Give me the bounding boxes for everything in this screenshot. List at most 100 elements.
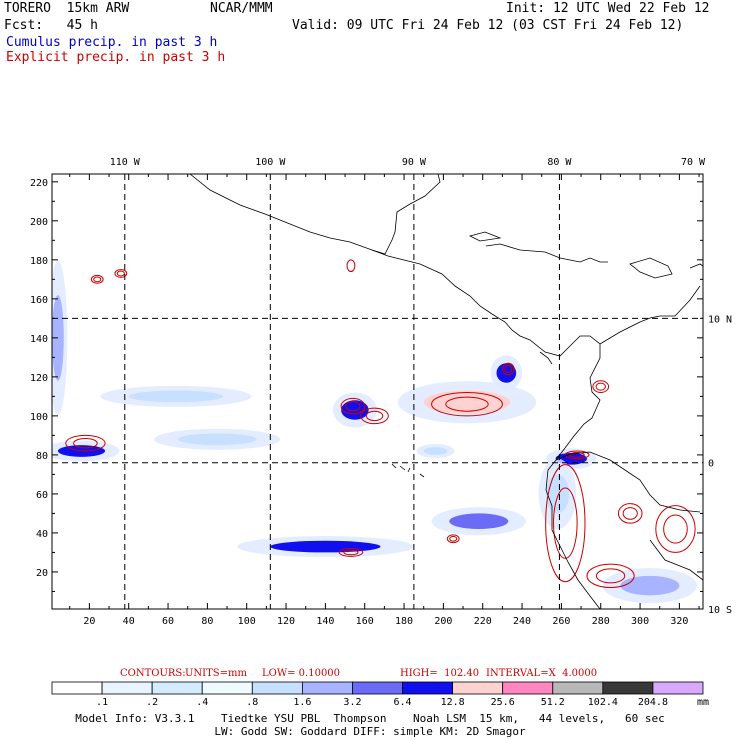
explicit-contour-9 (564, 450, 590, 460)
explicit-contour-0 (65, 434, 106, 452)
cumulus-area-6 (449, 513, 509, 530)
y-tick-label-80: 80 (36, 451, 48, 462)
cumulus-area-10 (423, 447, 448, 455)
cumulus-area-1 (177, 433, 257, 446)
legend-label-5: 3.2 (343, 697, 361, 708)
explicit-contour-3 (346, 259, 356, 273)
lat-label-2: 10 S (708, 605, 732, 616)
contours-low: LOW= 0.10000 (262, 668, 341, 679)
legend-label-2: .4 (196, 697, 208, 708)
x-tick-label-60: 60 (162, 616, 174, 627)
lon-label-2: 90 W (402, 157, 427, 168)
explicit-contour-7 (501, 362, 515, 376)
model-title: TORERO 15km ARW (4, 1, 130, 16)
color-legend-labels: .1 .2 .4 .8 1.6 3.2 6.4 12.8 25.6 51.2 102.4 204.8 (96, 697, 668, 708)
lon-label-3: 80 W (547, 157, 572, 168)
init-time: Init: 12 UTC Wed 22 Feb 12 (506, 1, 710, 16)
explicit-precip-layer (65, 259, 696, 589)
x-tick-label-260: 260 (552, 616, 570, 627)
explicit-contour-inner-6 (445, 396, 489, 412)
explicit-contour-14 (617, 503, 643, 524)
explicit-contour-inner-14 (622, 507, 638, 520)
legend-label-10: 102.4 (588, 697, 618, 708)
color-legend (51, 681, 704, 695)
x-tick-label-140: 140 (316, 616, 334, 627)
forecast-hour: Fcst: 45 h (4, 18, 98, 33)
legend-box-12 (652, 681, 704, 695)
x-tick-label-160: 160 (356, 616, 374, 627)
y-tick-label-200: 200 (30, 217, 48, 228)
explicit-contour-inner-8 (595, 382, 606, 391)
cumulus-field-label: Cumulus precip. in past 3 h (6, 35, 218, 50)
cumulus-area-3 (423, 390, 511, 414)
longitude-labels: 110 W 100 W 90 W 80 W 70 W (110, 157, 706, 168)
explicit-contour-inner-10 (343, 549, 359, 556)
cumulus-area-5 (270, 540, 381, 553)
explicit-contour-4 (340, 397, 366, 415)
valid-time: Valid: 09 UTC Fri 24 Feb 12 (03 CST Fri … (292, 18, 684, 33)
coastlines (189, 174, 703, 609)
lon-label-1: 100 W (255, 157, 286, 168)
x-tick-label-220: 220 (474, 616, 492, 627)
explicit-contour-1 (90, 274, 104, 284)
x-tick-label-20: 20 (83, 616, 95, 627)
x-tick-label-100: 100 (238, 616, 256, 627)
explicit-contour-inner-7 (504, 365, 513, 374)
x-tick-label-200: 200 (434, 616, 452, 627)
cumulus-area-12 (545, 474, 570, 514)
cumulus-area-2 (341, 400, 369, 420)
y-tick-label-60: 60 (36, 490, 48, 501)
lat-label-0: 10 N (708, 314, 732, 325)
contour-info: CONTOURS: UNITS=mm LOW= 0.10000 HIGH= 10… (0, 668, 740, 734)
x-tick-label-80: 80 (201, 616, 213, 627)
org-label: NCAR/MMM (210, 1, 273, 16)
contours-units: UNITS=mm (185, 668, 247, 679)
explicit-contour-inner-4 (345, 400, 361, 412)
cumulus-area-9 (128, 390, 224, 403)
lon-label-4: 70 W (681, 157, 706, 168)
legend-label-6: 6.4 (394, 697, 412, 708)
lat-label-1: 0 (708, 459, 714, 470)
y-tick-label-100: 100 (30, 412, 48, 423)
x-tick-label-120: 120 (277, 616, 295, 627)
explicit-contour-6 (431, 391, 503, 417)
x-axis-ticks: 20 40 60 80 100 120 140 160 180 200 220 240 260 280 30… (69, 174, 700, 627)
y-tick-label-120: 120 (30, 373, 48, 384)
x-tick-label-180: 180 (395, 616, 413, 627)
explicit-contour-12 (545, 464, 586, 583)
explicit-contour-13 (655, 505, 696, 553)
explicit-field-label: Explicit precip. in past 3 h (6, 50, 226, 65)
y-tick-label-40: 40 (36, 529, 48, 540)
explicit-contour-10 (338, 548, 364, 557)
y-tick-label-140: 140 (30, 334, 48, 345)
legend-label-4: 1.6 (293, 697, 311, 708)
explicit-contour-inner-1 (93, 276, 102, 283)
explicit-contour-inner-9 (569, 452, 585, 458)
legend-unit: mm (697, 697, 709, 708)
explicit-contour-5 (360, 407, 389, 425)
model-info-line2: LW: Godd SW: Goddard DIFF: simple KM: 2D… (214, 725, 526, 738)
legend-label-1: .2 (146, 697, 158, 708)
model-info-line1: Model Info: V3.3.1 Tiedtke YSU PBL Thomp… (75, 712, 665, 725)
explicit-contour-inner-5 (365, 410, 384, 422)
explicit-contour-2 (114, 269, 128, 278)
cumulus-area-7 (620, 575, 680, 596)
y-axis-ticks: 20 40 60 80 100 120 140 160 180 200 220 (30, 178, 703, 592)
lon-label-0: 110 W (110, 157, 141, 168)
lat-lon-grid (52, 174, 703, 609)
x-tick-label-40: 40 (123, 616, 135, 627)
legend-label-8: 25.6 (491, 697, 515, 708)
explicit-contour-11 (446, 534, 460, 544)
y-tick-label-160: 160 (30, 295, 48, 306)
latitude-labels: 10 N 0 10 S (708, 314, 732, 616)
explicit-contour-inner-11 (449, 535, 458, 542)
contours-label: CONTOURS: (120, 668, 186, 679)
explicit-contour-inner-2 (116, 270, 125, 277)
legend-label-9: 51.2 (541, 697, 565, 708)
y-tick-label-20: 20 (36, 568, 48, 579)
x-tick-label-300: 300 (631, 616, 649, 627)
legend-label-11: 204.8 (638, 697, 668, 708)
explicit-contour-8 (592, 380, 610, 393)
x-tick-label-320: 320 (670, 616, 688, 627)
